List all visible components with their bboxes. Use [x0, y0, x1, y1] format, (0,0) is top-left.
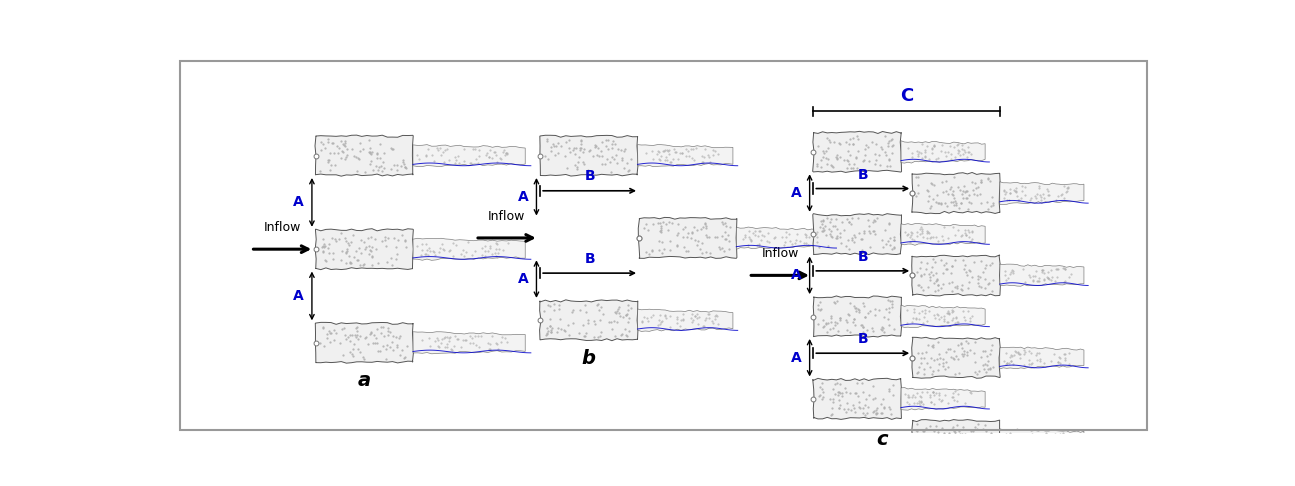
Text: B: B	[584, 252, 594, 266]
Text: B: B	[857, 250, 868, 264]
Polygon shape	[413, 238, 526, 260]
Polygon shape	[413, 332, 526, 354]
Text: b: b	[581, 348, 596, 368]
Polygon shape	[1000, 347, 1084, 369]
Polygon shape	[912, 337, 1000, 378]
Text: Inflow: Inflow	[264, 221, 300, 234]
Text: Inflow: Inflow	[761, 247, 799, 260]
Text: C: C	[900, 87, 913, 105]
Text: A: A	[518, 272, 528, 286]
Polygon shape	[637, 145, 733, 167]
Polygon shape	[1000, 264, 1084, 286]
Text: A: A	[791, 351, 802, 364]
Polygon shape	[540, 300, 638, 341]
Polygon shape	[901, 141, 985, 163]
Polygon shape	[912, 419, 1001, 461]
Text: a: a	[357, 371, 370, 390]
Polygon shape	[637, 309, 733, 331]
Polygon shape	[901, 387, 985, 410]
Polygon shape	[315, 135, 413, 176]
Polygon shape	[737, 227, 831, 249]
Text: B: B	[857, 168, 868, 182]
Text: A: A	[791, 268, 802, 282]
Polygon shape	[901, 224, 985, 245]
Text: B: B	[584, 169, 594, 183]
Polygon shape	[1000, 429, 1084, 451]
Text: c: c	[877, 430, 887, 449]
Polygon shape	[813, 296, 901, 337]
Polygon shape	[315, 229, 413, 270]
Text: A: A	[293, 195, 304, 209]
Text: A: A	[791, 186, 802, 200]
Text: Inflow: Inflow	[488, 210, 526, 223]
Polygon shape	[540, 135, 638, 176]
Polygon shape	[813, 214, 901, 255]
Polygon shape	[912, 255, 1001, 296]
Polygon shape	[638, 217, 737, 259]
Text: A: A	[518, 190, 528, 204]
Text: B: B	[857, 332, 868, 347]
Polygon shape	[912, 173, 1000, 213]
Text: A: A	[293, 289, 304, 303]
Polygon shape	[813, 131, 901, 173]
Polygon shape	[1000, 182, 1084, 205]
Polygon shape	[413, 145, 526, 167]
Polygon shape	[813, 378, 901, 419]
Polygon shape	[901, 305, 985, 328]
Polygon shape	[315, 322, 413, 363]
